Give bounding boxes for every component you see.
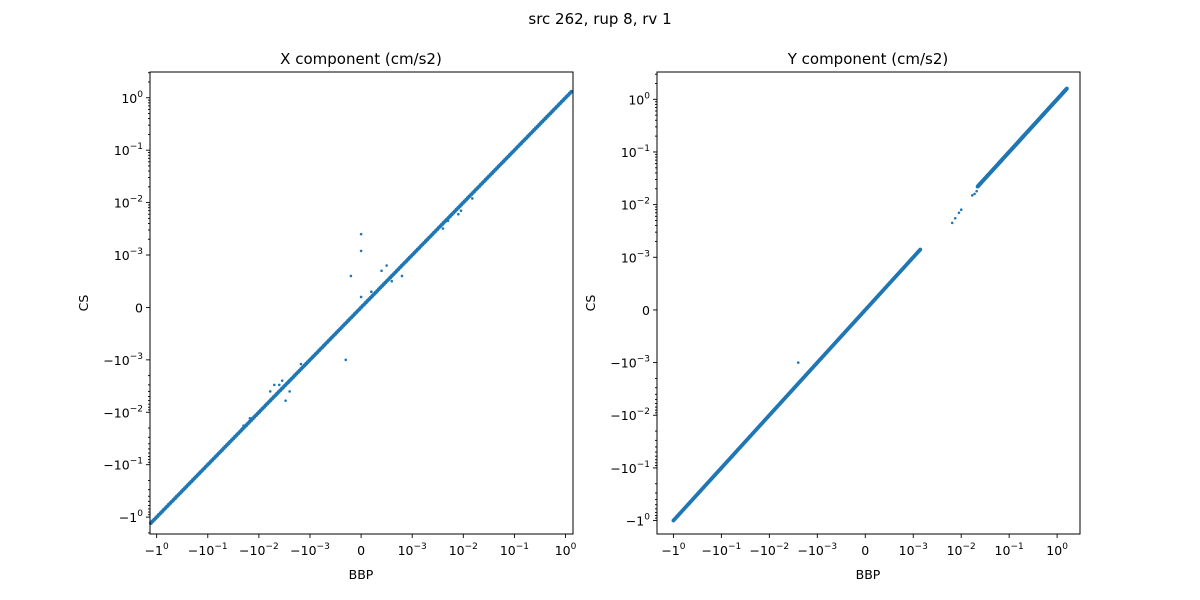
x-tick-label: 10−3 xyxy=(398,542,427,558)
x-tick-label: −10−1 xyxy=(702,542,742,558)
data-point xyxy=(950,221,954,225)
data-point xyxy=(569,89,574,94)
x-tick-label: 0 xyxy=(357,543,365,558)
data-point xyxy=(268,390,272,393)
y-tick-label: 10−1 xyxy=(114,142,143,158)
y-tick-label: 10−2 xyxy=(621,197,650,213)
data-point xyxy=(975,189,978,193)
y-tick-label: 0 xyxy=(642,303,650,318)
x-tick-label: 0 xyxy=(861,543,869,558)
y-tick-label: −10−1 xyxy=(103,457,143,473)
x-tick-label: 100 xyxy=(555,542,577,558)
y-tick-label: −10 xyxy=(119,509,143,525)
data-point xyxy=(284,399,287,402)
x-tick-label: −10−2 xyxy=(750,542,790,558)
data-point xyxy=(370,290,373,294)
axes-frame xyxy=(149,71,574,535)
data-point xyxy=(344,358,348,362)
y-tick-label: 10−2 xyxy=(114,195,143,211)
data-point xyxy=(248,416,252,420)
x-component-panel: X component (cm/s2) −10 −10−1 −10−2 −10−3 0 1… xyxy=(76,50,577,582)
data-point xyxy=(385,264,388,267)
x-tick-label: 10−1 xyxy=(995,542,1024,558)
data-point xyxy=(288,390,291,393)
x-tick-label: 100 xyxy=(1046,542,1068,558)
data-point xyxy=(457,212,460,216)
x-tick-label: 10−1 xyxy=(500,542,529,558)
data-point xyxy=(459,209,463,213)
x-axis-label: BBP xyxy=(856,567,881,582)
data-point xyxy=(272,383,276,387)
data-point xyxy=(796,361,800,364)
y-axis-label: CS xyxy=(76,295,91,312)
data-point xyxy=(242,424,245,427)
y-tick-label: −10−2 xyxy=(103,404,143,420)
y-tick-label: −10−3 xyxy=(610,355,650,371)
y-component-panel: Y component (cm/s2) −10 −10−1 −10−2 −10−3 0 1… xyxy=(583,50,1081,582)
data-point xyxy=(277,383,281,387)
x-tick-label: −10−3 xyxy=(290,542,330,558)
data-point xyxy=(970,194,974,197)
tick-layer: −10 −10−1 −10−2 −10−3 0 10−3 10−2 10−1 100−10−10… xyxy=(103,72,577,558)
y-tick-label: −10−3 xyxy=(103,352,143,368)
data-point xyxy=(957,211,961,215)
data-point xyxy=(441,227,445,230)
data-point xyxy=(280,379,284,383)
axes-frame xyxy=(656,71,1081,535)
data-point xyxy=(1065,86,1069,91)
x-tick-label: 10−2 xyxy=(947,542,976,558)
y-tick-label: 10−3 xyxy=(621,249,650,265)
y-tick-label: 0 xyxy=(135,300,143,315)
figure-suptitle: src 262, rup 8, rv 1 xyxy=(528,10,671,28)
panel-title: Y component (cm/s2) xyxy=(787,50,949,68)
data-point xyxy=(299,362,303,366)
data-point xyxy=(446,219,450,223)
data-point xyxy=(471,197,474,200)
data-point xyxy=(390,279,394,283)
data-point xyxy=(973,192,976,196)
data-point xyxy=(359,232,363,236)
y-tick-label: −10−2 xyxy=(610,407,650,423)
x-tick-label: −10−2 xyxy=(239,542,279,558)
point-layer xyxy=(148,89,574,525)
x-tick-label: 10−3 xyxy=(899,542,928,558)
x-tick-label: 10−2 xyxy=(449,542,478,558)
x-axis-label: BBP xyxy=(349,567,374,582)
data-point xyxy=(400,274,404,278)
x-tick-label: −10−1 xyxy=(188,542,228,558)
y-tick-label: −10 xyxy=(626,513,650,529)
data-point xyxy=(953,216,957,220)
data-point xyxy=(359,249,363,253)
data-point xyxy=(349,274,353,278)
data-point xyxy=(380,269,383,273)
y-tick-label: 100 xyxy=(628,91,650,107)
data-point xyxy=(918,247,923,252)
panel-title: X component (cm/s2) xyxy=(280,50,442,68)
y-tick-label: 10−1 xyxy=(621,144,650,160)
data-point xyxy=(959,208,963,212)
point-layer xyxy=(671,86,1069,523)
data-point xyxy=(359,295,363,299)
y-tick-label: 100 xyxy=(121,90,143,106)
y-axis-label: CS xyxy=(583,295,598,312)
y-tick-label: −10−1 xyxy=(610,460,650,476)
tick-layer: −10 −10−1 −10−2 −10−3 0 10−3 10−2 10−1 100−10−10… xyxy=(610,73,1068,558)
x-tick-label: −10−3 xyxy=(797,542,837,558)
x-tick-label: −10 xyxy=(145,542,169,558)
y-tick-label: 10−3 xyxy=(114,247,143,263)
x-tick-label: −10 xyxy=(661,542,685,558)
